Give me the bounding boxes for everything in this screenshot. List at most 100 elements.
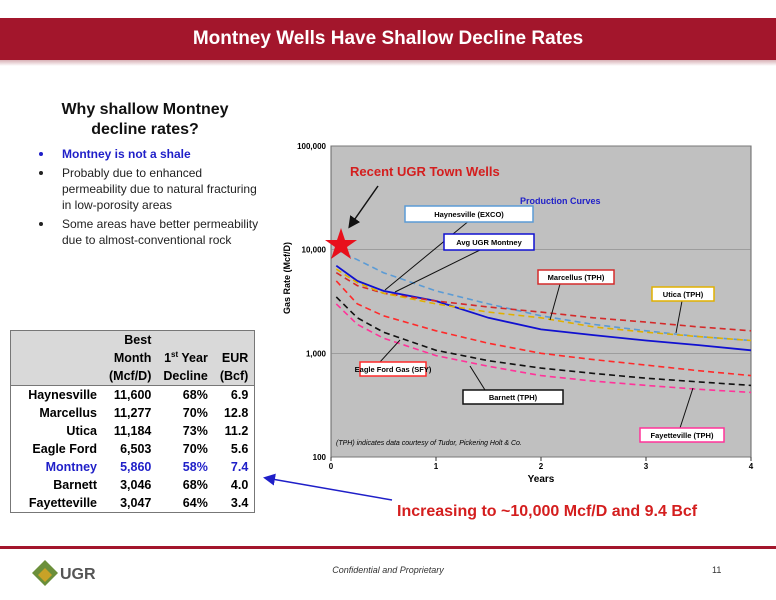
table-cell: 12.8 [223, 406, 249, 420]
slide-title: Montney Wells Have Shallow Decline Rates [0, 18, 776, 60]
curve [335, 296, 752, 387]
table-cell: 3,047 [120, 496, 152, 510]
callout-box [404, 205, 534, 223]
table-cell: Eagle Ford [32, 442, 97, 456]
table-cell: 64% [182, 496, 208, 510]
annotation: Increasing to ~10,000 Mcf/D and 9.4 Bcf [397, 503, 698, 520]
curve [335, 268, 752, 342]
table-cell: 4.0 [230, 478, 249, 492]
table-cell: 70% [182, 406, 208, 420]
callout-box [651, 286, 715, 302]
legend-label: Avg UGR Montney [456, 238, 522, 247]
header-text: Year [181, 351, 208, 366]
table-cell: Haynesville [10, 385, 103, 404]
bottom-rule [0, 546, 776, 549]
leader-line [394, 249, 481, 293]
table-cell: 11,184 [113, 424, 152, 438]
y-tick-label: 1,000 [306, 349, 327, 358]
leader-line [549, 283, 561, 321]
table-cell: Marcellus [39, 406, 97, 420]
footer-text: Confidential and Proprietary [332, 565, 444, 575]
table-cell: 3,046 [120, 478, 152, 492]
x-axis-title: Years [528, 474, 555, 485]
table-row: Fayetteville 3,047 64% 3.4 [11, 494, 255, 513]
table-cell: Montney [45, 460, 97, 474]
leader-line [675, 300, 683, 334]
legend-label: Marcellus (TPH) [548, 273, 605, 282]
table-cell: 68% [157, 385, 214, 404]
header-sup: st [171, 350, 179, 360]
table-cell: 58% [182, 460, 208, 474]
table-cell: 7.4 [230, 460, 249, 474]
star-marker [325, 228, 357, 259]
header-cell: (Bcf) [213, 367, 255, 386]
table-cell: 11,277 [113, 406, 152, 420]
chart-title: Production Curves [520, 196, 601, 206]
table-cell: Barnett [53, 478, 97, 492]
leader-line [379, 339, 401, 363]
header-cell: (Mcf/D) [103, 367, 158, 386]
table-cell: 6.9 [213, 385, 255, 404]
legend-label: Fayetteville (TPH) [651, 431, 714, 440]
table-cell: 5,860 [120, 460, 152, 474]
legend-label: Eagle Ford Gas (SFY) [355, 365, 432, 374]
header-cell: Decline [157, 367, 214, 386]
arrow [348, 185, 379, 229]
leader-line [679, 387, 694, 429]
table-row: Barnett 3,046 68% 4.0 [11, 476, 255, 494]
legend-label: Barnett (TPH) [489, 393, 538, 402]
x-tick-label: 3 [644, 462, 649, 471]
arrow [263, 473, 393, 501]
leader-line [469, 365, 486, 391]
header-cell: 1st Year [157, 349, 214, 367]
y-tick-label: 100 [313, 453, 327, 462]
bullet-list: Montney is not a shale Probably due to e… [36, 146, 266, 251]
callout-box [359, 361, 427, 377]
comparison-table: Best Month 1st Year EUR (Mcf/D) Decline (B… [10, 330, 256, 513]
annotation: Recent UGR Town Wells [350, 164, 500, 179]
table-row: Eagle Ford 6,503 70% 5.6 [11, 440, 255, 458]
table-cell: Utica [66, 424, 97, 438]
callout-box [462, 389, 564, 405]
bullet: Some areas have better permeability due … [36, 216, 266, 248]
annotation: (TPH) indicates data courtesy of Tudor, … [336, 440, 522, 447]
bullet: Probably due to enhanced permeability du… [36, 165, 266, 213]
x-tick-label: 0 [329, 462, 334, 471]
y-tick-label: 100,000 [297, 142, 326, 151]
table-row: Utica 11,184 73% 11.2 [11, 422, 255, 440]
table-row: Montney 5,860 58% 7.4 [11, 458, 255, 476]
callout-box [443, 233, 535, 251]
leader-line [384, 219, 471, 291]
table-row: Haynesville 11,600 68% 6.9 [10, 385, 255, 404]
callout-box [639, 427, 725, 443]
page-number: 11 [712, 565, 722, 575]
curve [335, 280, 752, 377]
table-cell: 70% [182, 442, 208, 456]
curve [335, 303, 752, 394]
table-row: Marcellus 11,277 70% 12.8 [11, 404, 255, 422]
x-tick-label: 2 [539, 462, 544, 471]
table-cell: 11.2 [224, 424, 249, 438]
table-cell: 3.4 [230, 496, 249, 510]
logo: UGR [60, 566, 96, 583]
title-shadow [0, 60, 776, 66]
heading: Why shallow Montney decline rates? [61, 101, 229, 138]
table-cell: Fayetteville [28, 496, 97, 510]
legend-label: Utica (TPH) [663, 290, 704, 299]
curve [335, 264, 752, 352]
logo-mark [32, 560, 58, 586]
legend-label: Haynesville (EXCO) [434, 210, 504, 219]
y-tick-label: 10,000 [302, 246, 327, 255]
table-cell: 6,503 [120, 442, 152, 456]
table-cell: 73% [182, 424, 208, 438]
x-tick-label: 1 [434, 462, 439, 471]
table-cell: 11,600 [103, 385, 158, 404]
bullet: Montney is not a shale [36, 146, 266, 162]
header-cell: Month [103, 349, 158, 367]
table-cell: 68% [182, 478, 208, 492]
x-tick-label: 4 [749, 462, 754, 471]
header-text: 1 [164, 351, 172, 366]
header-cell: Best [103, 330, 158, 349]
